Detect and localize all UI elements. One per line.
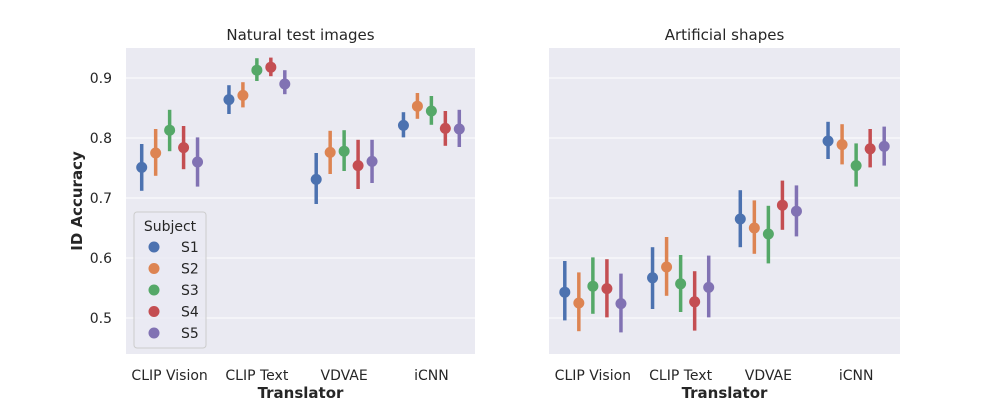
legend-label-s4: S4: [181, 305, 199, 321]
data-point-s5: [790, 205, 802, 217]
x-tick-label: iCNN: [839, 368, 874, 384]
data-point-s5: [703, 281, 715, 293]
data-point-s3: [425, 105, 437, 117]
legend-label-s5: S5: [181, 326, 199, 342]
plot-area-background: [549, 48, 900, 354]
data-point-s5: [279, 78, 291, 90]
legend-label-s1: S1: [181, 240, 199, 256]
x-axis-label: Translator: [258, 384, 344, 400]
x-tick-label: CLIP Text: [649, 368, 712, 384]
data-point-s4: [776, 199, 788, 211]
x-tick-label: CLIP Vision: [555, 368, 631, 384]
legend-marker-s4: [148, 306, 160, 317]
data-point-s5: [615, 298, 627, 310]
y-tick-label: 0.5: [90, 311, 112, 327]
y-tick-labels: 0.5 0.6 0.7 0.8 0.9: [90, 71, 112, 327]
y-tick-label: 0.8: [90, 131, 112, 147]
data-point-s1: [647, 272, 659, 284]
x-tick-label: iCNN: [414, 368, 449, 384]
y-tick-label: 0.6: [90, 251, 112, 267]
data-marks: [559, 121, 890, 333]
data-point-s4: [352, 160, 364, 172]
data-point-s5: [366, 155, 378, 167]
legend-marker-s3: [148, 284, 160, 296]
data-point-s2: [661, 261, 673, 273]
panel-artificial-shapes: Artificial shapes CLIP Vision CLIP Text VD…: [549, 26, 900, 400]
x-axis-label: Translator: [682, 384, 768, 400]
data-point-s4: [601, 283, 613, 295]
data-point-s2: [411, 100, 423, 112]
legend-title: Subject: [144, 219, 197, 235]
legend-label-s3: S3: [181, 283, 199, 299]
data-point-s2: [573, 297, 585, 309]
data-point-s3: [587, 280, 599, 292]
y-axis-label: ID Accuracy: [68, 151, 86, 251]
legend: Subject S1 S2 S3 S4 S5: [133, 211, 207, 349]
legend-label-s2: S2: [181, 262, 199, 278]
data-point-s2: [150, 147, 162, 159]
data-point-s5: [192, 156, 204, 168]
data-point-s2: [324, 146, 336, 158]
x-tick-labels: CLIP Vision CLIP Text VDVAE iCNN: [555, 368, 874, 384]
data-point-s3: [251, 64, 263, 76]
data-point-s3: [338, 145, 350, 157]
data-point-s2: [748, 222, 760, 234]
data-point-s4: [439, 122, 451, 134]
data-point-s4: [689, 296, 701, 308]
x-tick-label: CLIP Text: [225, 368, 288, 384]
data-point-s3: [850, 160, 862, 172]
data-point-s3: [762, 228, 774, 240]
y-tick-label: 0.9: [90, 71, 112, 87]
data-point-s2: [237, 89, 249, 101]
data-point-s1: [136, 161, 148, 173]
data-point-s1: [397, 119, 409, 131]
x-tick-label: CLIP Vision: [131, 368, 207, 384]
data-point-s5: [453, 123, 465, 135]
data-point-s3: [164, 124, 176, 136]
legend-marker-s2: [148, 263, 160, 274]
data-point-s1: [734, 213, 746, 225]
panel-title: Natural test images: [226, 26, 374, 44]
data-point-s5: [878, 140, 890, 152]
x-tick-label: VDVAE: [321, 368, 368, 384]
y-tick-label: 0.7: [90, 191, 112, 207]
data-point-s1: [310, 173, 322, 185]
data-point-s4: [178, 142, 190, 154]
legend-entries: S1 S2 S3 S4 S5: [148, 240, 199, 342]
data-point-s4: [265, 61, 277, 73]
x-tick-label: VDVAE: [745, 368, 792, 384]
data-point-s2: [836, 139, 848, 151]
data-point-s4: [864, 143, 876, 155]
data-point-s1: [822, 135, 834, 147]
data-point-s1: [559, 286, 571, 298]
data-point-s1: [223, 94, 235, 106]
data-point-s3: [675, 278, 687, 290]
data-marks: [136, 57, 465, 204]
x-tick-labels: CLIP Vision CLIP Text VDVAE iCNN: [131, 368, 448, 384]
legend-marker-s5: [148, 327, 160, 339]
legend-marker-s1: [148, 241, 160, 253]
panel-title: Artificial shapes: [665, 26, 785, 44]
